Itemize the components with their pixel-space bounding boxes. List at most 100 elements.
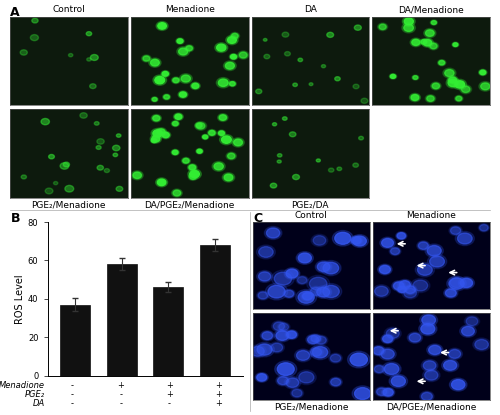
Circle shape — [480, 83, 490, 90]
Circle shape — [90, 54, 98, 61]
Circle shape — [284, 290, 294, 297]
Circle shape — [282, 32, 289, 37]
Text: PGE₂/Menadione: PGE₂/Menadione — [32, 200, 106, 210]
Circle shape — [86, 32, 92, 36]
Circle shape — [292, 174, 300, 180]
Circle shape — [190, 82, 200, 90]
Circle shape — [452, 42, 459, 47]
Circle shape — [378, 23, 388, 31]
Circle shape — [172, 150, 178, 154]
Circle shape — [314, 335, 328, 345]
Circle shape — [352, 237, 361, 244]
Circle shape — [458, 277, 474, 289]
Circle shape — [162, 71, 168, 76]
Circle shape — [230, 82, 235, 86]
Circle shape — [411, 95, 419, 100]
Circle shape — [298, 276, 307, 284]
Circle shape — [32, 18, 38, 23]
Circle shape — [329, 377, 342, 387]
Circle shape — [219, 115, 226, 120]
Text: PGE₂: PGE₂ — [25, 391, 45, 399]
Circle shape — [382, 387, 395, 397]
Circle shape — [374, 286, 388, 296]
Circle shape — [449, 226, 462, 236]
Circle shape — [446, 289, 456, 297]
Circle shape — [448, 79, 458, 87]
Circle shape — [278, 322, 290, 332]
Circle shape — [156, 178, 168, 187]
Circle shape — [296, 276, 308, 285]
Circle shape — [381, 349, 394, 359]
Circle shape — [449, 349, 460, 358]
Circle shape — [258, 247, 273, 257]
Circle shape — [420, 39, 428, 45]
Circle shape — [316, 287, 330, 297]
Circle shape — [152, 98, 157, 101]
Circle shape — [228, 81, 236, 87]
Circle shape — [164, 95, 170, 99]
Circle shape — [423, 361, 436, 370]
Circle shape — [386, 329, 400, 338]
Circle shape — [208, 130, 215, 135]
Bar — [60, 305, 90, 376]
Circle shape — [90, 84, 96, 89]
Circle shape — [373, 347, 384, 355]
Circle shape — [454, 95, 463, 102]
Circle shape — [298, 58, 302, 62]
Circle shape — [278, 363, 294, 376]
Circle shape — [316, 159, 320, 162]
Circle shape — [412, 39, 420, 45]
Circle shape — [335, 232, 351, 244]
Circle shape — [230, 54, 236, 59]
Circle shape — [142, 55, 151, 62]
Circle shape — [353, 163, 358, 167]
Circle shape — [286, 378, 299, 388]
Circle shape — [408, 332, 422, 343]
Circle shape — [310, 334, 322, 343]
Circle shape — [430, 43, 437, 49]
Circle shape — [478, 224, 490, 232]
Circle shape — [214, 163, 224, 170]
Circle shape — [226, 62, 234, 69]
Circle shape — [306, 334, 320, 345]
Circle shape — [48, 154, 54, 159]
Circle shape — [390, 74, 396, 79]
Circle shape — [350, 236, 362, 245]
Circle shape — [290, 388, 304, 398]
Circle shape — [410, 93, 420, 102]
Circle shape — [258, 272, 271, 281]
Circle shape — [422, 315, 436, 325]
Circle shape — [480, 225, 488, 231]
Circle shape — [208, 129, 216, 136]
Circle shape — [374, 366, 384, 373]
Circle shape — [116, 134, 121, 137]
Circle shape — [418, 322, 437, 336]
Circle shape — [224, 61, 236, 71]
Text: +: + — [117, 381, 124, 391]
Circle shape — [443, 68, 456, 78]
Circle shape — [173, 78, 179, 83]
Circle shape — [151, 97, 158, 102]
Circle shape — [316, 336, 326, 344]
Circle shape — [427, 344, 443, 356]
Circle shape — [296, 251, 314, 264]
Text: B: B — [11, 212, 20, 225]
Circle shape — [309, 347, 324, 357]
Circle shape — [302, 293, 312, 300]
Circle shape — [298, 253, 312, 263]
Text: DA: DA — [304, 5, 317, 14]
Circle shape — [310, 277, 327, 290]
Circle shape — [350, 353, 368, 366]
Circle shape — [21, 175, 26, 179]
Circle shape — [228, 153, 235, 159]
Circle shape — [351, 234, 368, 247]
Circle shape — [216, 78, 230, 88]
Circle shape — [352, 386, 373, 401]
Circle shape — [373, 364, 386, 374]
Circle shape — [421, 324, 435, 334]
Y-axis label: ROS Level: ROS Level — [15, 274, 25, 324]
Circle shape — [131, 171, 143, 180]
Circle shape — [402, 17, 415, 26]
Circle shape — [272, 270, 294, 287]
Circle shape — [372, 345, 386, 356]
